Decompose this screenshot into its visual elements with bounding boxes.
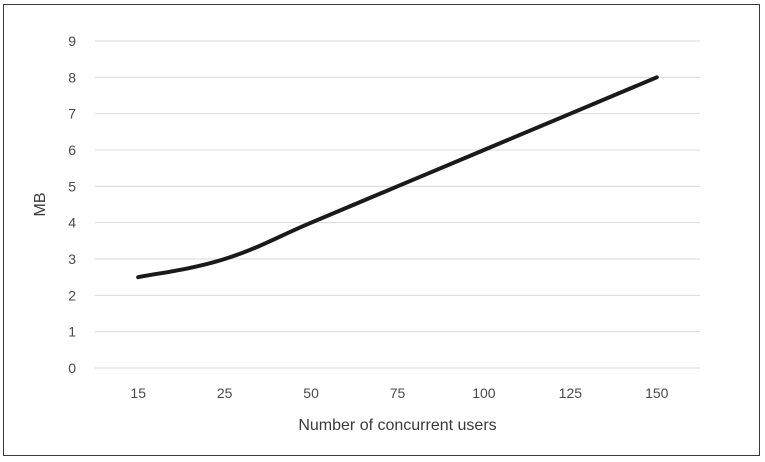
y-tick-label: 5 [68, 178, 76, 194]
gridlines [95, 40, 700, 369]
y-tick-label: 1 [68, 324, 76, 340]
y-tick-label: 3 [68, 251, 76, 267]
x-tick-label: 25 [217, 385, 233, 401]
y-axis-title: MB [32, 193, 49, 217]
y-axis-ticks: 0 1 2 3 4 5 6 7 8 9 [68, 33, 76, 376]
x-axis-ticks: 15 25 50 75 100 125 150 [130, 385, 668, 401]
x-tick-label: 50 [303, 385, 319, 401]
x-tick-label: 75 [390, 385, 406, 401]
y-tick-label: 6 [68, 142, 76, 158]
y-tick-label: 2 [68, 287, 76, 303]
x-tick-label: 125 [559, 385, 583, 401]
y-tick-label: 0 [68, 360, 76, 376]
x-tick-label: 100 [472, 385, 496, 401]
y-tick-label: 7 [68, 106, 76, 122]
x-axis-title: Number of concurrent users [298, 417, 496, 434]
x-tick-label: 150 [645, 385, 669, 401]
y-tick-label: 8 [68, 69, 76, 85]
y-tick-label: 9 [68, 33, 76, 49]
x-tick-label: 15 [130, 385, 146, 401]
y-tick-label: 4 [68, 215, 76, 231]
chart-frame [3, 4, 760, 456]
series-line [136, 75, 659, 280]
